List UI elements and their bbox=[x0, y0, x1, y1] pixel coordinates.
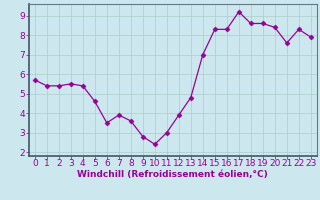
X-axis label: Windchill (Refroidissement éolien,°C): Windchill (Refroidissement éolien,°C) bbox=[77, 170, 268, 179]
